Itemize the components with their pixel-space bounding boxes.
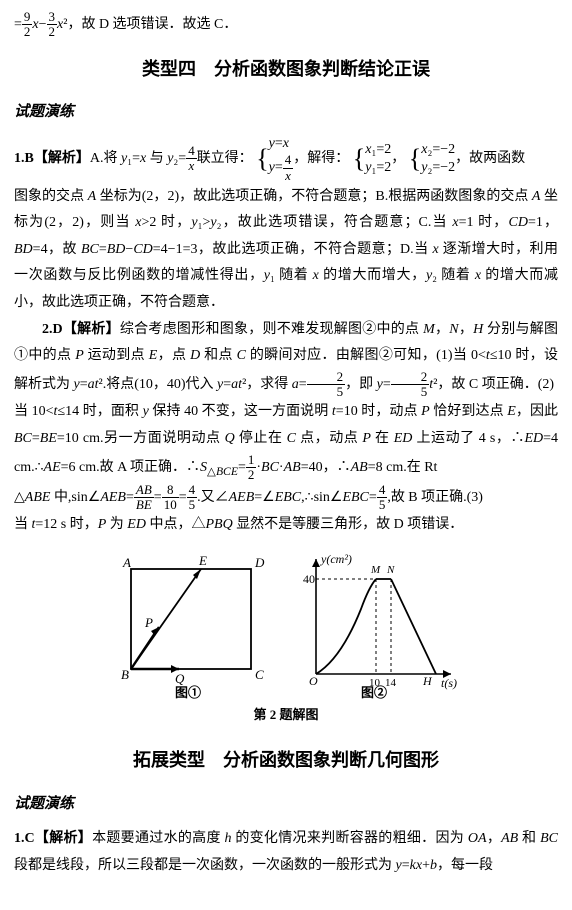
q2-text-3: △ABE 中,sin∠AEB=ABBE=810=45.又∠AEB=∠EBC,∴s… [14, 483, 558, 513]
svg-text:A: A [122, 555, 131, 570]
svg-text:P: P [144, 615, 153, 630]
q1-text: 1.B【解析】A.将 y₁=x 与 y₂=4x联立得： {y=xy=4x，解得：… [14, 134, 558, 183]
chart-icon: 40 10 14 O y(cm²) t(s) M N H 图② [291, 549, 461, 699]
svg-text:M: M [370, 564, 381, 576]
svg-text:D: D [254, 555, 265, 570]
svg-text:B: B [121, 667, 129, 682]
practice-heading: 试题演练 [14, 98, 558, 127]
svg-text:N: N [386, 564, 395, 576]
top-line: =92x−32x²，故 D 选项错误．故选 C． [14, 10, 558, 40]
svg-text:图②: 图② [361, 685, 387, 699]
diagram-icon: A E D B C P Q 图① [111, 549, 271, 699]
svg-text:y(cm²): y(cm²) [320, 552, 352, 566]
q1-text-cont: 图象的交点 A 坐标为(2，2)，故此选项正确，不符合题意；B.根据两函数图象的… [14, 184, 558, 317]
figure-caption: 第 2 题解图 [14, 703, 558, 728]
q2-text-4: 当 t=12 s 时，P 为 ED 中点，△PBQ 显然不是等腰三角形，故 D … [14, 512, 558, 539]
svg-text:40: 40 [303, 572, 315, 586]
ext-q1-text: 1.C【解析】本题要通过水的高度 h 的变化情况来判断容器的粗细．因为 OA，A… [14, 826, 558, 879]
q2-text-2: 当 10<t≤14 时，面积 y 保持 40 不变，这一方面说明 t=10 时，… [14, 399, 558, 482]
svg-text:O: O [309, 674, 318, 688]
svg-text:图①: 图① [175, 685, 201, 699]
figure-2: 40 10 14 O y(cm²) t(s) M N H 图② [291, 549, 461, 699]
q2-text: 2.D【解析】综合考虑图形和图象，则不难发现解图②中的点 M，N，H 分别与解图… [14, 317, 558, 400]
section-title: 类型四 分析函数图象判断结论正误 [14, 52, 558, 86]
ext-title: 拓展类型 分析函数图象判断几何图形 [14, 743, 558, 777]
svg-text:C: C [255, 667, 264, 682]
svg-text:E: E [198, 553, 207, 568]
practice-heading-2: 试题演练 [14, 790, 558, 819]
figure-row: A E D B C P Q 图① 40 10 14 O y(cm²) t [14, 549, 558, 699]
svg-text:Q: Q [175, 671, 185, 686]
svg-text:t(s): t(s) [441, 676, 457, 690]
figure-1: A E D B C P Q 图① [111, 549, 271, 699]
svg-text:H: H [422, 674, 433, 688]
